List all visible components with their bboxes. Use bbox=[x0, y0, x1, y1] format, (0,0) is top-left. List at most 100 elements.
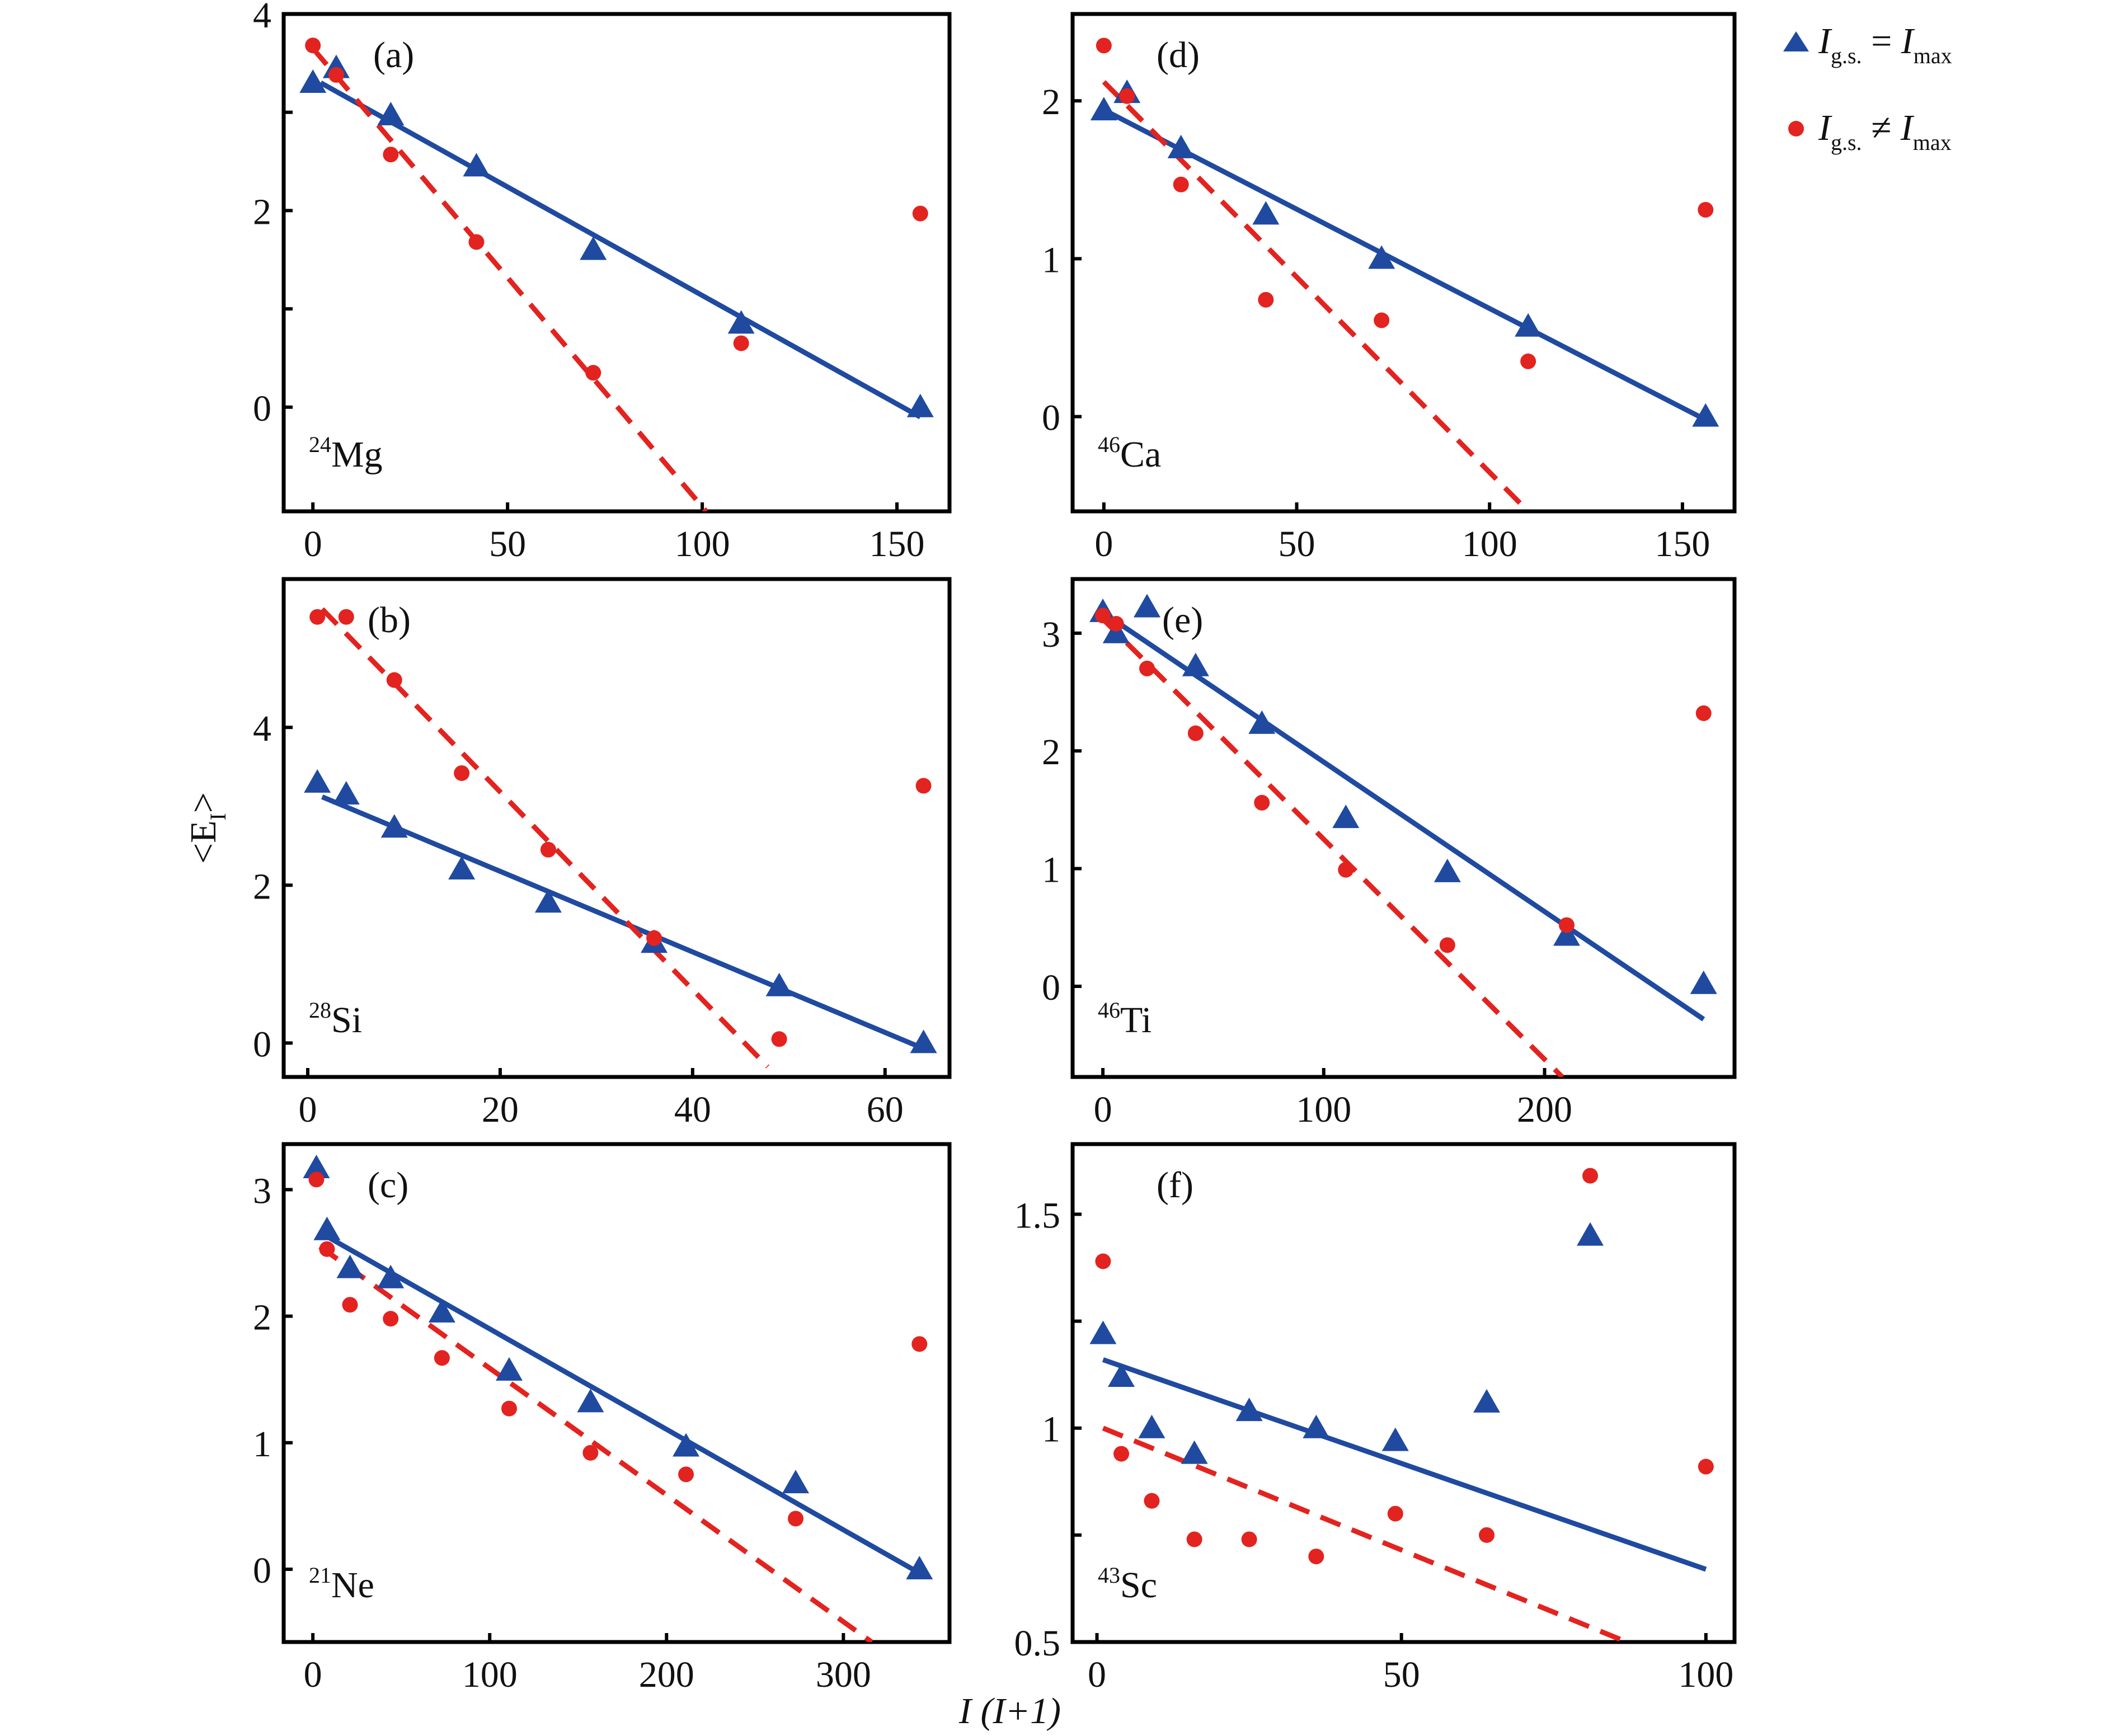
x-tick-label: 100 bbox=[675, 524, 730, 564]
y-axis-title-sub: I bbox=[205, 813, 231, 820]
fit-line-equal bbox=[321, 794, 925, 1051]
data-point-triangle bbox=[377, 1264, 405, 1288]
data-point-circle bbox=[319, 1241, 335, 1257]
data-point-circle bbox=[1698, 1459, 1714, 1475]
data-point-circle bbox=[1173, 176, 1189, 192]
x-tick-label: 200 bbox=[1517, 1089, 1572, 1130]
data-point-circle bbox=[1241, 1531, 1257, 1547]
data-point-circle bbox=[1559, 917, 1575, 933]
x-tick-label: 0 bbox=[1088, 1654, 1106, 1695]
data-point-circle bbox=[771, 1031, 787, 1047]
data-point-triangle bbox=[1108, 1363, 1135, 1387]
panel-label: (b) bbox=[368, 600, 411, 641]
legend-unequal-relation: ≠ bbox=[1862, 107, 1901, 148]
x-tick-label: 300 bbox=[816, 1654, 871, 1695]
x-axis-title: I (I+1) bbox=[958, 1691, 1061, 1732]
data-point-triangle bbox=[906, 1555, 933, 1579]
data-point-circle bbox=[733, 335, 749, 351]
data-point-circle bbox=[1187, 725, 1204, 741]
data-point-triangle bbox=[1138, 1414, 1165, 1438]
y-tick-label: 2 bbox=[1042, 732, 1060, 773]
data-point-triangle bbox=[336, 1254, 364, 1278]
data-point-circle bbox=[1439, 937, 1455, 953]
data-point-circle bbox=[678, 1466, 694, 1483]
data-point-triangle bbox=[1248, 710, 1276, 734]
data-point-triangle bbox=[1692, 403, 1719, 427]
data-point-triangle bbox=[580, 236, 607, 260]
data-point-circle bbox=[1139, 660, 1155, 676]
data-point-triangle bbox=[463, 153, 490, 177]
data-point-circle bbox=[338, 609, 354, 625]
data-point-triangle bbox=[1134, 594, 1161, 618]
plot-frame bbox=[1070, 1142, 1737, 1644]
nucleus-mass-number: 21 bbox=[309, 1563, 331, 1588]
data-point-triangle bbox=[534, 889, 562, 913]
legend-equal-lhs-sub: g.s. bbox=[1831, 43, 1862, 68]
data-point-triangle bbox=[332, 781, 360, 805]
panel-c: 0 100 200 300 0 1 2 3 (c) 21Ne bbox=[253, 1142, 952, 1695]
data-point-circle bbox=[1338, 862, 1354, 878]
legend-equal-lhs: I bbox=[1818, 21, 1832, 62]
data-point-triangle bbox=[1368, 245, 1395, 269]
data-point-triangle bbox=[1181, 1440, 1208, 1464]
data-point-triangle bbox=[380, 814, 408, 838]
nucleus-symbol: Ne bbox=[331, 1565, 374, 1606]
legend: Ig.s. = Imax Ig.s. ≠ Imax bbox=[1783, 21, 1952, 155]
data-point-circle bbox=[308, 1172, 325, 1188]
data-point-circle bbox=[911, 1336, 928, 1352]
data-point-triangle bbox=[448, 856, 476, 880]
x-tick-label: 60 bbox=[867, 1089, 904, 1130]
data-point-triangle bbox=[304, 769, 331, 793]
nucleus-symbol: Ca bbox=[1120, 434, 1161, 475]
fit-line-equal bbox=[326, 1234, 921, 1575]
legend-equal-rhs-sub: max bbox=[1914, 43, 1952, 68]
data-point-triangle bbox=[1332, 805, 1360, 829]
data-point-circle bbox=[1095, 1253, 1111, 1269]
data-point-triangle bbox=[1235, 1398, 1263, 1422]
data-point-triangle bbox=[782, 1470, 810, 1494]
x-tick-label: 150 bbox=[1655, 524, 1710, 564]
data-point-circle bbox=[1308, 1549, 1324, 1565]
y-tick-label: 2 bbox=[1042, 82, 1060, 123]
legend-circle-marker bbox=[1788, 121, 1804, 137]
data-point-triangle bbox=[910, 1029, 937, 1053]
data-point-triangle bbox=[303, 1154, 330, 1178]
nucleus-label: 43Sc bbox=[1098, 1563, 1157, 1606]
data-point-circle bbox=[1258, 291, 1274, 308]
legend-label-equal: Ig.s. = Imax bbox=[1818, 21, 1952, 68]
data-point-circle bbox=[454, 765, 470, 781]
data-point-triangle bbox=[299, 69, 327, 93]
data-point-triangle bbox=[906, 393, 934, 417]
nucleus-mass-number: 43 bbox=[1098, 1563, 1120, 1588]
y-tick-label: 2 bbox=[253, 191, 271, 232]
data-point-circle bbox=[434, 1350, 450, 1366]
data-point-circle bbox=[788, 1511, 804, 1527]
data-point-circle bbox=[1582, 1168, 1599, 1184]
panel-label: (e) bbox=[1162, 600, 1203, 641]
panel-b: 0 20 40 60 0 2 4 (b) 28Si bbox=[253, 577, 952, 1130]
data-point-circle bbox=[383, 147, 399, 163]
nucleus-mass-number: 24 bbox=[309, 432, 331, 457]
data-point-triangle bbox=[1434, 858, 1461, 882]
y-tick-label: 1 bbox=[1042, 1409, 1060, 1450]
data-point-triangle bbox=[1473, 1389, 1501, 1413]
y-tick-label: 1 bbox=[1042, 239, 1060, 280]
data-point-triangle bbox=[313, 1216, 341, 1240]
x-tick-label: 40 bbox=[674, 1089, 711, 1130]
data-point-circle bbox=[1096, 37, 1112, 54]
x-tick-label: 0 bbox=[304, 1654, 322, 1695]
panel-f: 0 50 100 0.5 1 1.5 (f) 43Sc bbox=[1014, 1142, 1737, 1695]
legend-equal-rhs: I bbox=[1901, 21, 1915, 62]
data-point-triangle bbox=[1690, 970, 1717, 994]
fit-line-unequal bbox=[1102, 1426, 1628, 1642]
data-point-triangle bbox=[1167, 134, 1195, 158]
y-axis-title-main: <E bbox=[183, 821, 224, 864]
data-point-circle bbox=[309, 609, 326, 625]
data-point-circle bbox=[540, 841, 556, 858]
nucleus-label: 24Mg bbox=[309, 432, 383, 475]
x-tick-label: 0 bbox=[1094, 524, 1113, 564]
data-point-circle bbox=[342, 1297, 358, 1313]
y-tick-label: 2 bbox=[253, 866, 271, 907]
data-point-circle bbox=[1095, 608, 1111, 624]
